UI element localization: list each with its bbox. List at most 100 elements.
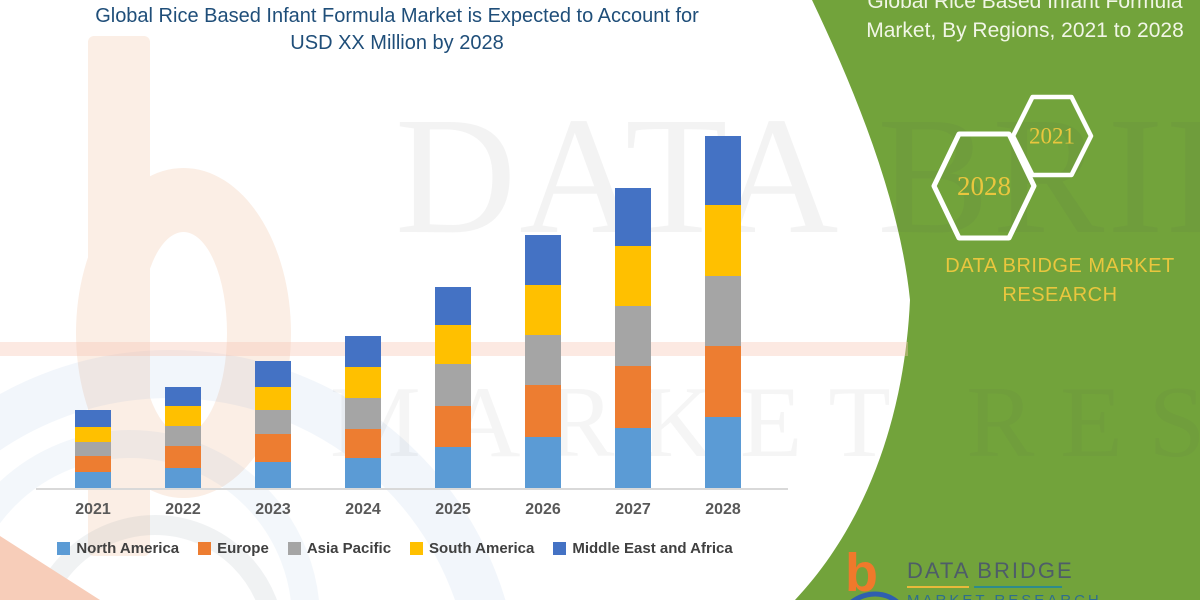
logo-swoosh-icon [850, 591, 899, 600]
bar-segment-europe [705, 346, 741, 417]
stacked-bar-2025 [435, 287, 471, 488]
logo-text: DATA BRIDGE MARKET RESEARCH [907, 558, 1102, 600]
bar-segment-north-america [75, 472, 111, 488]
watermark-swoosh-arc [25, 515, 285, 600]
stacked-bar-2024 [345, 336, 381, 488]
bar-segment-asia-pacific [435, 364, 471, 406]
hexagon-2021 [1010, 94, 1094, 178]
stacked-bar-2026 [525, 235, 561, 488]
legend-label: Middle East and Africa [572, 540, 733, 557]
legend-label: South America [429, 540, 535, 557]
logo-brand-top: DATA BRIDGE [907, 558, 1074, 583]
stacked-bar-2027 [615, 188, 651, 488]
legend-item-south-america: South America [410, 540, 534, 557]
bar-segment-north-america [165, 468, 201, 488]
hexagon-2028 [931, 131, 1037, 241]
bar-segment-europe [255, 434, 291, 462]
hexagon-2028-label: 2028 [957, 171, 1011, 201]
legend-swatch-icon [57, 542, 71, 555]
bar-segment-middle-east-and-africa [255, 361, 291, 387]
stacked-bar-2023 [255, 361, 291, 488]
logo-brand-bottom: MARKET RESEARCH [907, 592, 1102, 600]
logo-underline-teal [974, 586, 1062, 588]
logo-b-icon: b [845, 543, 878, 600]
bar-segment-south-america [435, 325, 471, 364]
x-axis-label-2027: 2027 [615, 501, 651, 518]
bar-segment-middle-east-and-africa [165, 387, 201, 406]
bar-segment-asia-pacific [705, 276, 741, 346]
x-axis-line [36, 488, 788, 490]
legend-item-europe: Europe [198, 540, 269, 557]
year-hexagons: 2028 2021 [931, 94, 1094, 241]
bar-segment-asia-pacific [165, 426, 201, 446]
logo-underline-yellow [907, 586, 969, 588]
bar-segment-europe [345, 429, 381, 458]
legend-item-north-america: North America [57, 540, 179, 557]
bar-segment-north-america [435, 447, 471, 488]
bar-segment-europe [435, 406, 471, 447]
bar-segment-asia-pacific [525, 335, 561, 385]
bar-segment-north-america [705, 417, 741, 488]
bar-segment-south-america [615, 246, 651, 306]
legend-label: Asia Pacific [306, 540, 392, 557]
green-side-panel [795, 0, 1200, 600]
legend-swatch-icon [198, 542, 212, 555]
bar-segment-europe [165, 446, 201, 468]
bar-segment-asia-pacific [75, 442, 111, 456]
green-panel-shape [795, 0, 1200, 600]
legend-label: North America [76, 540, 180, 557]
bar-segment-middle-east-and-africa [615, 188, 651, 246]
bar-segment-north-america [525, 437, 561, 488]
x-axis-label-2025: 2025 [435, 501, 471, 518]
legend-item-middle-east-and-africa: Middle East and Africa [553, 540, 733, 557]
x-axis-label-2022: 2022 [165, 501, 201, 518]
logo-mark: b [845, 546, 899, 600]
legend-swatch-icon [287, 542, 301, 555]
legend-swatch-icon [410, 542, 424, 555]
bar-segment-europe [615, 366, 651, 428]
bar-segment-south-america [345, 367, 381, 398]
bar-segment-middle-east-and-africa [435, 287, 471, 325]
chart-title-line1: Global Rice Based Infant Formula Market … [95, 5, 699, 27]
x-axis-labels: 2021 2022 2023 2024 2025 2026 2027 2028 [0, 501, 790, 523]
bar-segment-asia-pacific [255, 410, 291, 434]
stacked-bar-2022 [165, 387, 201, 488]
chart-title-line2: USD XX Million by 2028 [290, 32, 504, 54]
side-panel-brand-text: DATA BRIDGE MARKET RESEARCH [945, 255, 1175, 306]
bar-segment-south-america [705, 205, 741, 276]
bar-segment-middle-east-and-africa [345, 336, 381, 367]
legend-item-asia-pacific: Asia Pacific [287, 540, 392, 557]
logo-underlines [907, 586, 1102, 588]
bar-segment-europe [525, 385, 561, 437]
bar-segment-middle-east-and-africa [705, 136, 741, 205]
x-axis-label-2021: 2021 [75, 501, 111, 518]
bar-segment-asia-pacific [345, 398, 381, 429]
chart-legend: North America Europe Asia Pacific South Ame… [0, 540, 790, 557]
bar-segment-middle-east-and-africa [525, 235, 561, 285]
bar-segment-middle-east-and-africa [75, 410, 111, 427]
x-axis-label-2026: 2026 [525, 501, 561, 518]
stacked-bar-2021 [75, 410, 111, 488]
data-bridge-logo: b DATA BRIDGE MARKET RESEARCH [845, 546, 1102, 600]
bar-segment-north-america [255, 462, 291, 488]
x-axis-label-2028: 2028 [705, 501, 741, 518]
bar-segment-south-america [255, 387, 291, 410]
bar-segment-south-america [75, 427, 111, 442]
bar-segment-europe [75, 456, 111, 472]
x-axis-label-2024: 2024 [345, 501, 381, 518]
chart-title: Global Rice Based Infant Formula Market … [28, 3, 766, 57]
hexagon-2021-label: 2021 [1029, 124, 1075, 149]
bar-segment-south-america [525, 285, 561, 335]
bar-segment-north-america [345, 458, 381, 488]
bar-segment-asia-pacific [615, 306, 651, 366]
stacked-bar-2028 [705, 136, 741, 488]
side-panel-heading: Global Rice Based Infant Formula Market,… [866, 0, 1184, 42]
corner-accent-shape [0, 536, 100, 600]
stacked-bar-plot-area [0, 98, 790, 488]
x-axis-label-2023: 2023 [255, 501, 291, 518]
legend-swatch-icon [553, 542, 567, 555]
bar-segment-south-america [165, 406, 201, 426]
bar-segment-north-america [615, 428, 651, 488]
legend-label: Europe [217, 540, 269, 557]
